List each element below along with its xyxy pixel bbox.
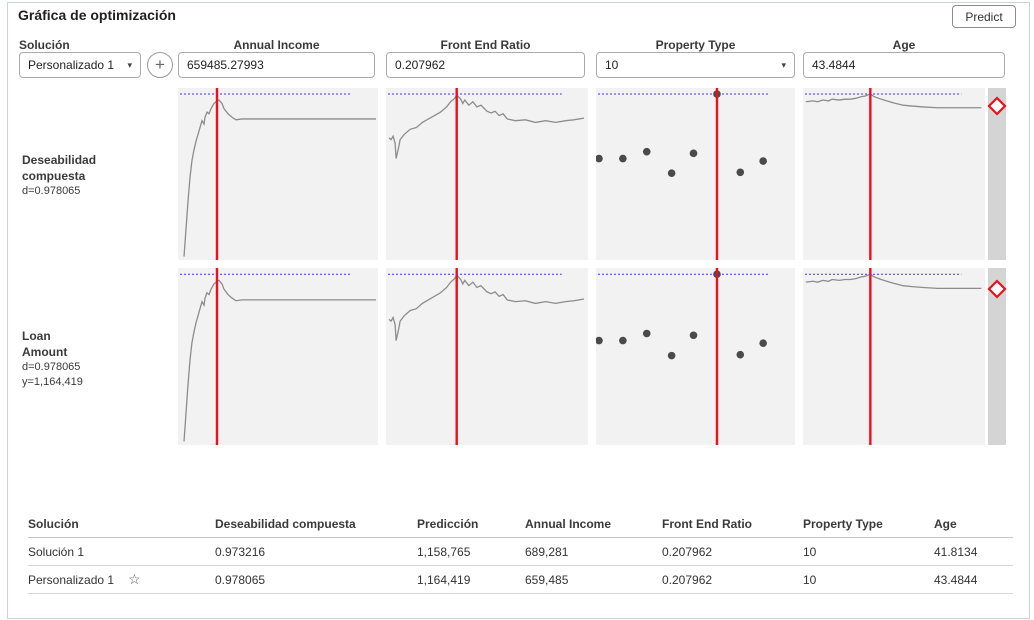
profiler-plot-age-desirability[interactable] <box>803 88 985 260</box>
table-row-cell[interactable]: 1,158,765 <box>417 538 525 566</box>
table-row-cell[interactable]: 0.207962 <box>662 566 803 594</box>
col-header-deseabilidad: Deseabilidad compuesta <box>215 510 417 538</box>
profiler-plot-front-end-ratio-loan-amount[interactable] <box>386 268 588 445</box>
annual-income-input[interactable]: 659485.27993 <box>178 52 375 78</box>
front-end-ratio-value: 0.207962 <box>395 58 446 72</box>
table-row-cell[interactable]: 0.973216 <box>215 538 417 566</box>
diamond-marker-icon <box>987 96 1007 116</box>
col-header-annual-income: Annual Income <box>525 510 662 538</box>
annual-income-value: 659485.27993 <box>187 58 264 72</box>
response-label-loan-amount: Loan Amount d=0.978065 y=1,164,419 <box>22 328 172 390</box>
table-row-cell[interactable]: 10 <box>803 566 934 594</box>
factor-label-property-type: Property Type <box>655 38 736 52</box>
table-row-cell[interactable]: 0.978065 <box>215 566 417 594</box>
table-row-cell[interactable]: Solución 1 <box>28 538 215 566</box>
table-row-cell[interactable]: 659,485 <box>525 566 662 594</box>
factor-label-front-end-ratio: Front End Ratio <box>440 38 531 52</box>
age-input[interactable]: 43.4844 <box>803 52 1005 78</box>
row-stat-y: y=1,164,419 <box>22 376 83 388</box>
solution-dropdown[interactable]: Personalizado 1 ▾ <box>19 52 141 78</box>
desirability-strip <box>988 268 1006 445</box>
col-header-front-end-ratio: Front End Ratio <box>662 510 803 538</box>
solution-name: Solución 1 <box>28 544 85 559</box>
table-row-cell[interactable]: 689,281 <box>525 538 662 566</box>
col-header-solucion: Solución <box>28 510 215 538</box>
col-header-property-type: Property Type <box>803 510 934 538</box>
add-solution-button[interactable]: + <box>147 52 173 78</box>
factor-label-age: Age <box>892 38 916 52</box>
row-label-line: Deseabilidad <box>22 153 97 167</box>
chevron-down-icon: ▾ <box>127 59 132 70</box>
desirability-strip <box>988 88 1006 260</box>
profiler-plot-annual-income-loan-amount[interactable] <box>178 268 378 445</box>
property-type-dropdown[interactable]: 10 ▾ <box>596 52 795 78</box>
profiler-plot-property-type-loan-amount[interactable] <box>595 268 795 445</box>
age-value: 43.4844 <box>812 58 856 72</box>
profiler-plot-front-end-ratio-desirability[interactable] <box>386 88 588 260</box>
chevron-down-icon: ▾ <box>781 59 786 70</box>
page-title: Gráfica de optimización <box>18 7 176 23</box>
solutions-table: Solución Deseabilidad compuesta Predicci… <box>28 510 1013 594</box>
response-label-desirability: Deseabilidad compuesta d=0.978065 <box>22 152 172 199</box>
solution-name: Personalizado 1 <box>28 572 115 587</box>
factor-label-annual-income: Annual Income <box>233 38 320 52</box>
table-row-cell[interactable]: Personalizado 1 ☆ <box>28 566 215 594</box>
col-header-prediccion: Predicción <box>417 510 525 538</box>
front-end-ratio-input[interactable]: 0.207962 <box>386 52 585 78</box>
row-stat-d: d=0.978065 <box>22 185 81 197</box>
profiler-plot-annual-income-desirability[interactable] <box>178 88 378 260</box>
profiler-plot-property-type-desirability[interactable] <box>595 88 795 260</box>
favorite-star-icon[interactable]: ☆ <box>128 571 141 587</box>
table-row-cell[interactable]: 0.207962 <box>662 538 803 566</box>
table-row-cell[interactable]: 41.8134 <box>934 538 1013 566</box>
predict-button[interactable]: Predict <box>952 5 1016 28</box>
table-row-cell[interactable]: 1,164,419 <box>417 566 525 594</box>
solution-label: Solución <box>19 38 70 52</box>
solution-dropdown-value: Personalizado 1 <box>28 58 115 72</box>
table-row-cell[interactable]: 10 <box>803 538 934 566</box>
row-label-line: Amount <box>22 345 68 359</box>
row-label-line: Loan <box>22 329 51 343</box>
diamond-marker-icon <box>987 279 1007 299</box>
row-stat-d: d=0.978065 <box>22 361 81 373</box>
col-header-age: Age <box>934 510 1013 538</box>
table-row-cell[interactable]: 43.4844 <box>934 566 1013 594</box>
row-label-line: compuesta <box>22 169 86 183</box>
property-type-value: 10 <box>605 58 619 72</box>
profiler-plot-age-loan-amount[interactable] <box>803 268 985 445</box>
